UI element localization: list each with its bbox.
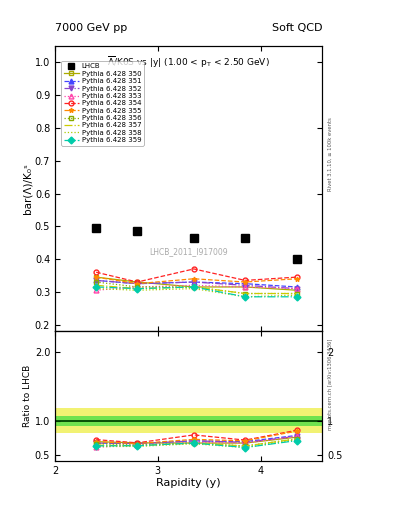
X-axis label: Rapidity (y): Rapidity (y) (156, 478, 221, 488)
Pythia 6.428 351 (294, 284, 299, 290)
Pythia 6.428 357 (94, 282, 99, 288)
Pythia 6.428 356 (243, 290, 248, 296)
Pythia 6.428 354 (243, 278, 248, 284)
Pythia 6.428 359 (243, 294, 248, 300)
Bar (55, 409, 322, 433)
Line: Pythia 6.428 352: Pythia 6.428 352 (94, 278, 299, 291)
Pythia 6.428 351 (135, 281, 140, 287)
Pythia 6.428 352 (191, 279, 196, 285)
Line: Pythia 6.428 350: Pythia 6.428 350 (94, 275, 299, 293)
Pythia 6.428 353 (94, 287, 99, 293)
Pythia 6.428 355 (94, 274, 99, 280)
Pythia 6.428 355 (191, 275, 196, 282)
Pythia 6.428 351 (243, 281, 248, 287)
Pythia 6.428 352 (94, 278, 99, 284)
Pythia 6.428 354 (94, 269, 99, 275)
Pythia 6.428 357 (135, 286, 140, 292)
Pythia 6.428 352 (243, 282, 248, 288)
Pythia 6.428 352 (135, 281, 140, 287)
Pythia 6.428 356 (94, 279, 99, 285)
Pythia 6.428 355 (294, 275, 299, 282)
Line: LHCB: LHCB (92, 224, 301, 263)
Y-axis label: bar(Λ)/K₀ˢ: bar(Λ)/K₀ˢ (22, 163, 32, 214)
Pythia 6.428 357 (243, 290, 248, 296)
LHCB (94, 225, 99, 231)
Pythia 6.428 356 (191, 284, 196, 290)
Text: Rivet 3.1.10, ≥ 100k events: Rivet 3.1.10, ≥ 100k events (328, 117, 333, 190)
Pythia 6.428 354 (191, 266, 196, 272)
Line: Pythia 6.428 357: Pythia 6.428 357 (96, 285, 297, 293)
Line: Pythia 6.428 358: Pythia 6.428 358 (96, 289, 297, 297)
Pythia 6.428 353 (243, 284, 248, 290)
Pythia 6.428 351 (191, 279, 196, 285)
Pythia 6.428 358 (243, 294, 248, 300)
Line: Pythia 6.428 353: Pythia 6.428 353 (94, 283, 299, 293)
Pythia 6.428 355 (243, 279, 248, 285)
Text: Soft QCD: Soft QCD (272, 23, 322, 33)
Pythia 6.428 356 (135, 284, 140, 290)
Line: Pythia 6.428 359: Pythia 6.428 359 (94, 285, 299, 299)
Pythia 6.428 350 (243, 284, 248, 290)
Pythia 6.428 355 (135, 281, 140, 287)
LHCB (294, 256, 299, 262)
Pythia 6.428 358 (294, 292, 299, 298)
Text: 7000 GeV pp: 7000 GeV pp (55, 23, 127, 33)
Pythia 6.428 352 (294, 286, 299, 292)
Line: Pythia 6.428 354: Pythia 6.428 354 (94, 267, 299, 285)
LHCB (191, 234, 196, 241)
LHCB (243, 234, 248, 241)
Pythia 6.428 357 (191, 284, 196, 290)
Bar (55, 416, 322, 425)
Pythia 6.428 354 (294, 274, 299, 280)
Pythia 6.428 358 (94, 286, 99, 292)
Pythia 6.428 350 (191, 284, 196, 290)
Text: LHCB_2011_I917009: LHCB_2011_I917009 (149, 247, 228, 256)
LHCB (135, 228, 140, 234)
Pythia 6.428 359 (94, 284, 99, 290)
Text: $\overline{\Lambda}$/K0S vs |y| (1.00 < p$_\mathregular{T}$ < 2.50 GeV): $\overline{\Lambda}$/K0S vs |y| (1.00 < … (107, 55, 270, 70)
Pythia 6.428 358 (135, 287, 140, 293)
Pythia 6.428 359 (294, 294, 299, 300)
Line: Pythia 6.428 356: Pythia 6.428 356 (94, 280, 299, 296)
Pythia 6.428 356 (294, 290, 299, 296)
Y-axis label: Ratio to LHCB: Ratio to LHCB (23, 365, 32, 427)
Pythia 6.428 357 (294, 290, 299, 296)
Pythia 6.428 353 (191, 282, 196, 288)
Pythia 6.428 359 (191, 284, 196, 290)
Pythia 6.428 350 (94, 274, 99, 280)
Line: Pythia 6.428 351: Pythia 6.428 351 (94, 278, 299, 289)
Pythia 6.428 353 (135, 284, 140, 290)
Pythia 6.428 353 (294, 286, 299, 292)
Pythia 6.428 358 (191, 286, 196, 292)
Pythia 6.428 350 (294, 287, 299, 293)
Line: Pythia 6.428 355: Pythia 6.428 355 (94, 275, 299, 286)
Text: mcplots.cern.ch [arXiv:1306.3436]: mcplots.cern.ch [arXiv:1306.3436] (328, 338, 333, 430)
Pythia 6.428 350 (135, 279, 140, 285)
Legend: LHCB, Pythia 6.428 350, Pythia 6.428 351, Pythia 6.428 352, Pythia 6.428 353, Py: LHCB, Pythia 6.428 350, Pythia 6.428 351… (61, 61, 144, 146)
Pythia 6.428 354 (135, 279, 140, 285)
Pythia 6.428 359 (135, 286, 140, 292)
Pythia 6.428 351 (94, 278, 99, 284)
